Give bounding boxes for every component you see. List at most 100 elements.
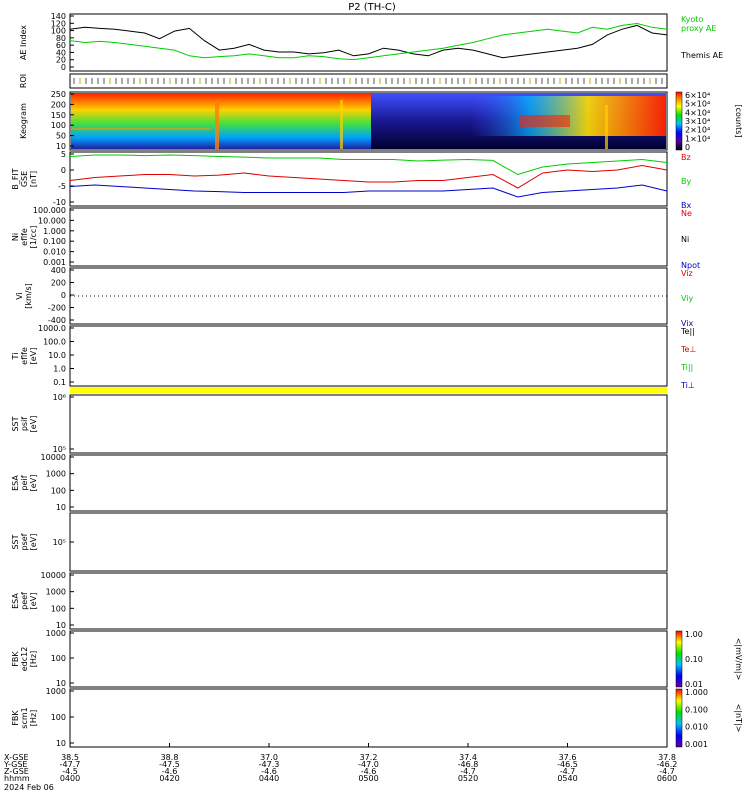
roi-panel-frame (69, 73, 668, 89)
keogram-colorbar-tick: 6×10⁴ (685, 91, 710, 100)
density-ytick: 0.001 (43, 258, 66, 267)
fbk_b-ylabel: scm1 (20, 707, 29, 728)
b-line-by (69, 154, 668, 176)
sst_ion-ytick: 10⁶ (53, 393, 66, 402)
y-tick-labels: 140120100806040200250200150100501050-5-1… (33, 12, 74, 748)
temperature-ytick: 100.0 (43, 338, 66, 347)
ae-line-themis-ae (69, 24, 668, 59)
esa-elec-panel-frame (69, 572, 668, 630)
fbk_e-ylabel: [Hz] (29, 651, 38, 667)
xaxis-row-label: X-GSE (4, 753, 29, 762)
esa_ion-ytick: 10 (56, 503, 66, 512)
bfield-legend-bx: Bx (681, 201, 691, 210)
fbk_b-colorbar-tick: 0.010 (685, 723, 708, 732)
esa_ion-ytick: 1000 (46, 470, 66, 479)
xaxis-t-value: 0440 (259, 774, 279, 783)
keogram-image (71, 93, 666, 149)
density-ytick: 0.010 (43, 248, 66, 257)
velocity-legend-vix: Vix (681, 319, 694, 328)
fbk_e-colorbar-tick: 0.10 (685, 655, 703, 664)
keogram-ytick: 10 (56, 142, 66, 151)
velocity-ytick: 400 (51, 266, 66, 275)
esa_ion-ylabel: peif (20, 475, 29, 490)
temperature-ytick: 10.0 (48, 351, 66, 360)
xaxis-t-value: 0600 (657, 774, 677, 783)
xaxis-x-value: 38.8 (161, 753, 179, 762)
fbk_e-colorbar-tick: 0.01 (685, 680, 703, 689)
ae-ytick: 0 (61, 63, 66, 72)
keogram-ytick: 50 (56, 132, 66, 141)
velocity-legend-viy: Viy (681, 294, 694, 303)
sst_elec-ylabel: [eV] (29, 534, 38, 551)
density-ylabel: eflfe (20, 228, 29, 246)
xaxis-z-value: -4.7 (659, 767, 675, 776)
density-ylabel: Ni (11, 233, 20, 241)
temperature-panel-frame (69, 325, 668, 387)
xaxis-row-label: hhmm (4, 774, 30, 783)
ae-legend-proxyae: proxy AE (681, 24, 716, 33)
xaxis-z-value: -4.6 (261, 767, 277, 776)
xaxis-z-value: -4.6 (361, 767, 377, 776)
esa_ion-ylabel: ESA (11, 475, 20, 491)
keogram-ylabel: Keogram (19, 103, 28, 139)
velocity-ylabel: Vi (15, 292, 24, 300)
fbk_e-colorbar-unit: <|mV/m|> (734, 638, 743, 681)
esa_elec-ytick: 10 (56, 621, 66, 630)
sst-elec-panel-frame (69, 512, 668, 572)
ae-ytick: 20 (56, 56, 66, 65)
density-ylabel: [1/cc] (29, 226, 38, 249)
ae-ytick: 60 (56, 41, 66, 50)
xaxis-t-value: 0420 (159, 774, 179, 783)
xaxis-y-value: -46.5 (557, 760, 578, 769)
xaxis-y-value: -47.5 (159, 760, 180, 769)
density-ytick: 1.000 (43, 227, 66, 236)
fbk_b-ytick: 10 (56, 739, 66, 748)
fbk_b-ytick: 1000 (46, 687, 66, 696)
fbk_b-ylabel: FBK (11, 710, 20, 726)
esa_elec-ytick: 100 (51, 604, 66, 613)
fbk_e-colorbar-tick: 1.00 (685, 630, 703, 639)
b-line-bx (69, 184, 668, 198)
fbk_e-ylabel: FBK (11, 651, 20, 667)
keogram-colorbar-unit: [counts] (734, 105, 743, 138)
xaxis-x-value: 37.2 (360, 753, 378, 762)
xaxis-y-value: -47.7 (60, 760, 81, 769)
ae-ytick: 80 (56, 34, 66, 43)
keogram-colorbar-tick: 4×10⁴ (685, 108, 710, 117)
xaxis-t-value: 0540 (557, 774, 577, 783)
velocity-ytick: 200 (51, 279, 66, 288)
xaxis-z-value: -4.5 (62, 767, 78, 776)
ae-ytick: 120 (51, 19, 66, 28)
bfield-panel-frame (69, 151, 668, 207)
keogram-colorbar (675, 91, 683, 151)
keogram-ytick: 100 (51, 121, 66, 130)
sst-ion-panel-frame (69, 394, 668, 454)
sst_ion-ytick: 10⁵ (53, 445, 66, 454)
fbk_b-colorbar-tick: 0.100 (685, 705, 708, 714)
xaxis-y-value: -47.0 (358, 760, 379, 769)
ae-ytick: 100 (51, 27, 66, 36)
velocity-ytick: 0 (61, 291, 66, 300)
density-legend-ne: Ne (681, 209, 692, 218)
sst_elec-ytick: 10⁵ (53, 538, 66, 547)
keogram-colorbar-tick: 2×10⁴ (685, 126, 710, 135)
xaxis-row-label: Y-GSE (3, 760, 27, 769)
velocity-legend-viz: Viz (681, 269, 693, 278)
fbk-b-panel-frame (69, 688, 668, 748)
density-ytick: 0.100 (43, 237, 66, 246)
esa_elec-ytick: 10000 (41, 571, 66, 580)
esa_ion-ytick: 10000 (41, 453, 66, 462)
keogram-colorbar-tick: 3×10⁴ (685, 117, 710, 126)
velocity-panel-frame (69, 267, 668, 325)
temperature-ytick: 1.0 (53, 365, 66, 374)
xaxis-x-value: 37.8 (658, 753, 676, 762)
ae-ylabel: AE Index (19, 25, 28, 60)
bfield-ytick: 0 (61, 166, 66, 175)
density-legend-ni: Ni (681, 235, 689, 244)
fbk_e-ylabel: edc12 (20, 647, 29, 672)
density-ytick: 100.000 (33, 206, 66, 215)
sst_ion-ylabel: SST (11, 416, 20, 431)
